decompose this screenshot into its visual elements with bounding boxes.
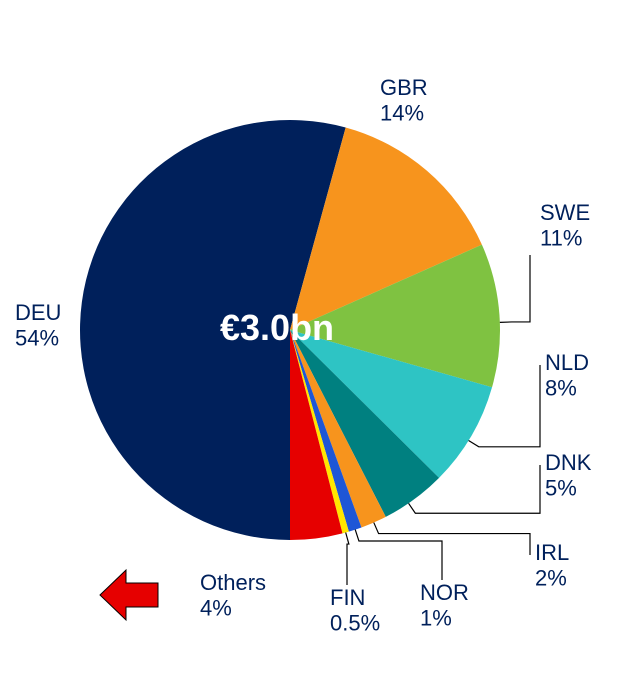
label-others-name: Others <box>200 570 266 595</box>
leader-fin <box>346 532 349 585</box>
label-nld: NLD8% <box>545 350 589 400</box>
red-arrow-icon <box>100 570 158 620</box>
label-irl: IRL2% <box>535 540 569 590</box>
label-deu-pct: 54% <box>15 325 59 350</box>
label-dnk: DNK5% <box>545 450 592 500</box>
label-deu-name: DEU <box>15 300 61 325</box>
label-irl-pct: 2% <box>535 565 567 590</box>
label-swe-pct: 11% <box>540 225 582 250</box>
leader-irl <box>374 523 530 555</box>
label-deu: DEU54% <box>15 300 61 350</box>
label-others: Others4% <box>200 570 266 620</box>
leader-swe <box>500 255 530 322</box>
label-fin: FIN0.5% <box>330 585 380 635</box>
center-value: €3.0bn <box>220 307 334 348</box>
leader-nor <box>355 530 442 580</box>
label-nor: NOR1% <box>420 580 469 630</box>
label-irl-name: IRL <box>535 540 569 565</box>
pie-chart: DEU54% GBR14% SWE11% NLD8% DNK5% IRL2% NOR1% FI… <box>0 0 642 681</box>
label-nld-pct: 8% <box>545 375 577 400</box>
label-gbr-name: GBR <box>380 75 428 100</box>
label-nor-name: NOR <box>420 580 469 605</box>
label-gbr: GBR14% <box>380 75 428 125</box>
label-fin-name: FIN <box>330 585 365 610</box>
label-nor-pct: 1% <box>420 605 452 630</box>
label-dnk-name: DNK <box>545 450 592 475</box>
label-swe-name: SWE <box>540 200 590 225</box>
red-arrow-icon-shape <box>100 570 158 620</box>
label-fin-pct: 0.5% <box>330 610 380 635</box>
label-dnk-pct: 5% <box>545 475 577 500</box>
label-others-pct: 4% <box>200 595 232 620</box>
label-gbr-pct: 14% <box>380 100 424 125</box>
label-swe: SWE11% <box>540 200 590 250</box>
label-nld-name: NLD <box>545 350 589 375</box>
